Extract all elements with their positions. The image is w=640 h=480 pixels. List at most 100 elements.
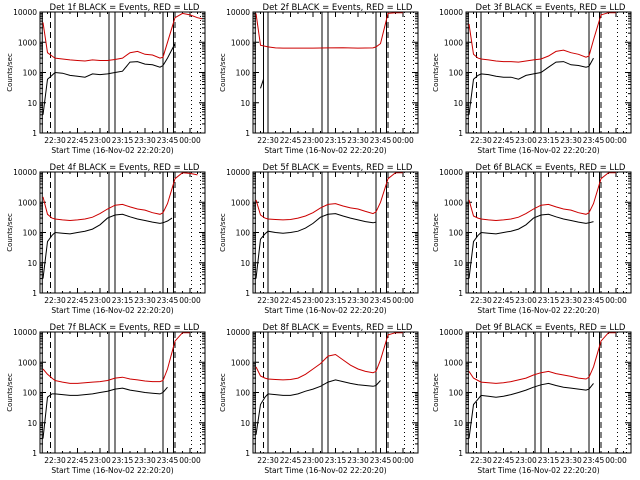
x-axis-label: Start Time (16-Nov-02 22:20:20) — [477, 146, 599, 155]
y-tick-label: 1 — [245, 129, 250, 138]
x-tick-label: 22:45 — [67, 136, 89, 145]
lld-series-line — [468, 172, 616, 222]
x-axis-label: Start Time (16-Nov-02 22:20:20) — [264, 306, 386, 315]
x-tick-label: 22:45 — [493, 136, 515, 145]
plot-frame — [465, 171, 632, 294]
x-tick-label: 23:45 — [157, 136, 179, 145]
plot-frame — [465, 11, 632, 134]
chart-title: Det 4f BLACK = Events, RED = LLD — [50, 163, 200, 173]
y-tick-label: 1 — [32, 449, 37, 458]
y-axis-label: Counts/sec — [219, 53, 227, 92]
x-tick-label: 23:00 — [89, 456, 111, 465]
x-tick-label: 00:00 — [179, 296, 201, 305]
x-tick-label: 23:45 — [157, 456, 179, 465]
x-tick-label: 23:15 — [325, 456, 347, 465]
x-tick-label: 22:30 — [44, 296, 66, 305]
y-tick-label: 10 — [27, 419, 37, 428]
y-tick-label: 100 — [449, 69, 464, 78]
chart-panel-9: Det 9f BLACK = Events, RED = LLD Counts/s… — [432, 323, 632, 475]
x-tick-label: 23:00 — [89, 296, 111, 305]
x-tick-label: 23:15 — [538, 296, 560, 305]
y-axis-label: Counts/sec — [219, 213, 227, 252]
y-tick-label: 1000 — [231, 198, 250, 207]
y-tick-label: 100 — [236, 389, 251, 398]
y-tick-label: 1 — [245, 449, 250, 458]
chart-panel-4: Det 4f BLACK = Events, RED = LLD Counts/s… — [6, 163, 206, 315]
x-axis-label: Start Time (16-Nov-02 22:20:20) — [264, 466, 386, 475]
plot-frame — [252, 331, 419, 454]
y-tick-label: 1000 — [231, 38, 250, 47]
x-tick-label: 23:15 — [325, 296, 347, 305]
events-series-line — [42, 43, 176, 115]
x-axis-label: Start Time (16-Nov-02 22:20:20) — [264, 146, 386, 155]
events-series-line — [468, 57, 594, 115]
x-tick-label: 23:30 — [134, 296, 156, 305]
y-axis-label: Counts/sec — [432, 53, 440, 92]
x-tick-label: 22:45 — [280, 456, 302, 465]
y-tick-label: 10 — [240, 259, 250, 268]
y-tick-label: 10000 — [226, 168, 250, 177]
y-tick-label: 1000 — [444, 198, 463, 207]
x-tick-label: 23:00 — [302, 296, 324, 305]
chart-title: Det 8f BLACK = Events, RED = LLD — [263, 323, 413, 333]
x-tick-label: 23:30 — [134, 456, 156, 465]
y-tick-label: 100 — [236, 229, 251, 238]
chart-panel-3: Det 3f BLACK = Events, RED = LLD Counts/s… — [432, 3, 632, 155]
y-tick-label: 10 — [27, 99, 37, 108]
y-tick-label: 1000 — [18, 38, 37, 47]
x-tick-label: 23:15 — [538, 456, 560, 465]
x-tick-label: 23:15 — [325, 136, 347, 145]
x-axis-label: Start Time (16-Nov-02 22:20:20) — [477, 306, 599, 315]
y-axis-label: Counts/sec — [6, 53, 14, 92]
x-tick-label: 00:00 — [179, 456, 201, 465]
chart-title: Det 2f BLACK = Events, RED = LLD — [263, 3, 413, 13]
lld-series-line — [42, 172, 198, 222]
y-tick-label: 1 — [245, 289, 250, 298]
y-tick-label: 10 — [240, 419, 250, 428]
y-tick-label: 10 — [453, 419, 463, 428]
x-tick-label: 00:00 — [392, 296, 414, 305]
x-tick-label: 22:30 — [257, 456, 279, 465]
plot-frame — [252, 171, 419, 294]
chart-title: Det 3f BLACK = Events, RED = LLD — [476, 3, 626, 13]
y-tick-label: 10000 — [439, 8, 463, 17]
x-tick-label: 22:45 — [493, 296, 515, 305]
x-tick-label: 22:30 — [44, 456, 66, 465]
y-axis-label: Counts/sec — [6, 373, 14, 412]
x-tick-label: 23:15 — [112, 296, 134, 305]
x-tick-label: 22:45 — [280, 296, 302, 305]
x-tick-label: 23:30 — [134, 136, 156, 145]
x-tick-label: 23:30 — [347, 456, 369, 465]
x-tick-label: 22:45 — [67, 296, 89, 305]
lld-series-line — [42, 332, 190, 384]
chart-panel-1: Det 1f BLACK = Events, RED = LLD Counts/s… — [6, 3, 206, 155]
chart-panel-2: Det 2f BLACK = Events, RED = LLD Counts/s… — [219, 3, 419, 155]
y-tick-label: 10000 — [439, 328, 463, 337]
lld-series-line — [468, 12, 616, 63]
chart-title: Det 7f BLACK = Events, RED = LLD — [50, 323, 200, 333]
y-tick-label: 1000 — [444, 358, 463, 367]
events-series-line — [260, 79, 264, 89]
lld-series-line — [255, 12, 403, 49]
x-tick-label: 00:00 — [392, 136, 414, 145]
plot-frame — [39, 171, 206, 294]
y-tick-label: 1000 — [231, 358, 250, 367]
events-series-line — [255, 379, 381, 435]
y-tick-label: 100 — [449, 389, 464, 398]
x-tick-label: 00:00 — [605, 456, 627, 465]
y-axis-label: Counts/sec — [219, 373, 227, 412]
y-tick-label: 10000 — [13, 328, 37, 337]
plot-frame — [252, 11, 419, 134]
x-tick-label: 23:15 — [538, 136, 560, 145]
x-tick-label: 23:00 — [515, 296, 537, 305]
x-tick-label: 00:00 — [605, 296, 627, 305]
events-series-line — [255, 213, 377, 279]
chart-title: Det 5f BLACK = Events, RED = LLD — [263, 163, 413, 173]
x-tick-label: 23:15 — [112, 456, 134, 465]
plot-frame — [39, 331, 206, 454]
chart-title: Det 6f BLACK = Events, RED = LLD — [476, 163, 626, 173]
lld-series-line — [255, 332, 403, 381]
x-tick-label: 22:45 — [67, 456, 89, 465]
x-tick-label: 23:45 — [583, 456, 605, 465]
x-tick-label: 23:45 — [583, 136, 605, 145]
